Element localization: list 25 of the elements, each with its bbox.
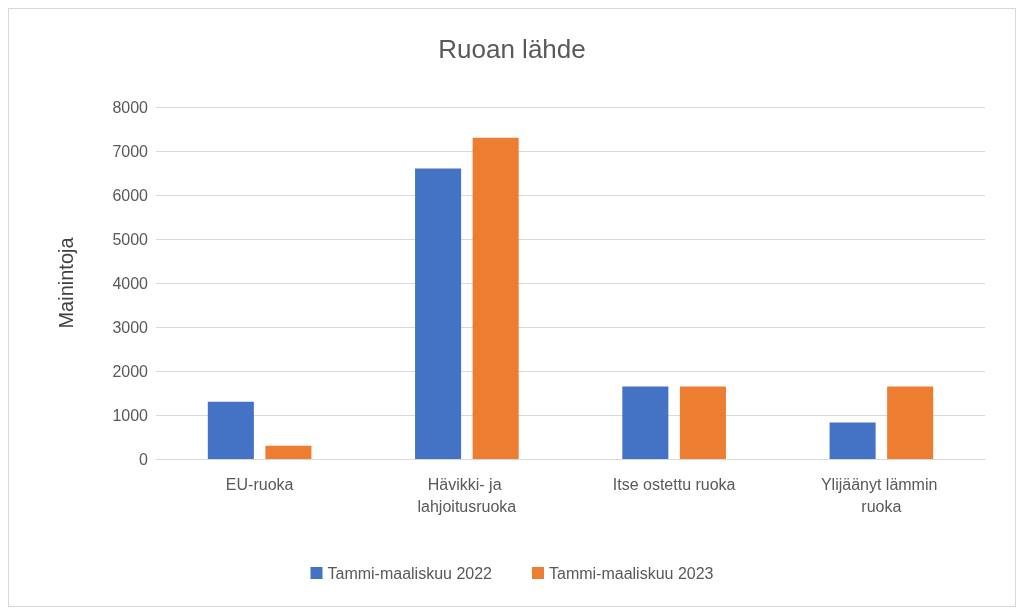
y-tick-label: 4000 (112, 274, 149, 292)
y-tick-label: 3000 (112, 318, 149, 336)
bar (887, 386, 934, 459)
bar (622, 386, 669, 459)
bar (472, 137, 519, 459)
chart-title: Ruoan lähde (438, 34, 586, 64)
bar (207, 401, 254, 459)
y-tick-label: 0 (139, 450, 149, 468)
y-tick-label: 6000 (112, 186, 149, 204)
bar (265, 445, 312, 459)
y-tick-label: 2000 (112, 362, 149, 380)
x-tick-label: Itse ostettu ruoka (612, 475, 736, 493)
bar (829, 422, 876, 459)
y-tick-label: 7000 (112, 142, 149, 160)
legend-label: Tammi-maaliskuu 2022 (327, 564, 493, 582)
x-tick-label: Ylijäänyt lämmin ruoka (820, 475, 942, 515)
x-tick-label: Hävikki- ja lahjoitusruoka (417, 475, 517, 515)
y-tick-label: 5000 (112, 230, 149, 248)
y-axis-title: Mainintoja (55, 236, 77, 329)
y-tick-label: 8000 (112, 98, 149, 116)
bar (679, 386, 726, 459)
y-tick-label: 1000 (112, 406, 149, 424)
bar (415, 168, 462, 459)
x-tick-label: EU-ruoka (225, 475, 294, 493)
legend-label: Tammi-maaliskuu 2023 (549, 564, 714, 582)
